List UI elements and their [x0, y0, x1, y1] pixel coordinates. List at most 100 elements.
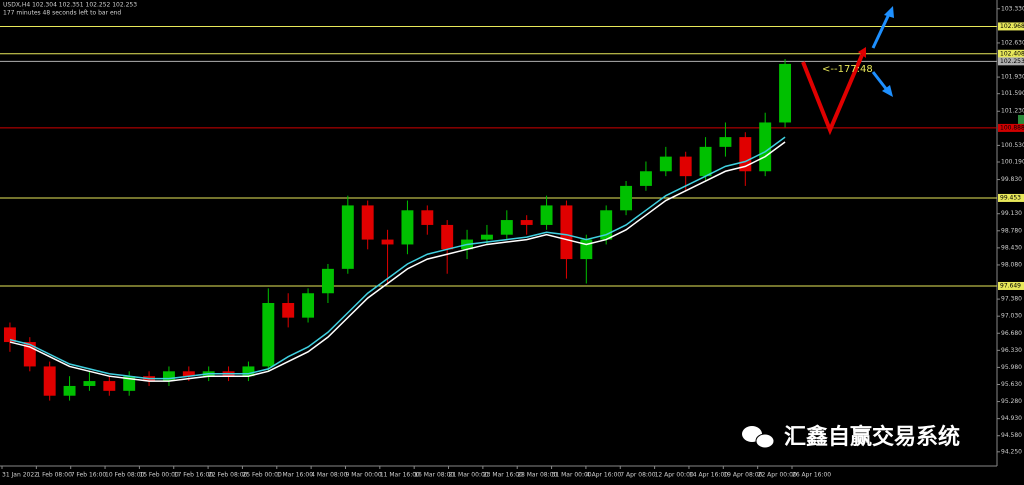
x-tick-label: 7 Feb 16:00	[71, 472, 107, 479]
x-tick-label: 14 Apr 16:00	[689, 472, 728, 479]
candle-body	[242, 366, 255, 377]
x-tick-label: 4 Apr 16:00	[586, 472, 621, 479]
candle-body	[123, 376, 136, 391]
candle-body	[719, 137, 732, 147]
level-label: 102.408	[1000, 50, 1024, 57]
countdown-annotation: <--177:48	[822, 64, 873, 75]
level-label: 102.968	[1000, 23, 1024, 30]
candle-body	[103, 381, 116, 391]
watermark: 汇鑫自赢交易系统	[784, 424, 960, 450]
moving-average	[9, 136, 786, 380]
projection-head	[858, 47, 866, 58]
x-tick-label: 22 Apr 00:00	[758, 472, 797, 479]
y-tick-label: 95.630	[1001, 381, 1022, 388]
side-marker	[1018, 115, 1024, 127]
x-tick-label: 7 Apr 08:00	[620, 472, 655, 479]
x-tick-label: 23 Mar 16:00	[483, 472, 523, 479]
projection-v	[801, 54, 864, 136]
candle-body	[639, 171, 652, 186]
candle-body	[560, 205, 573, 260]
y-tick-label: 97.380	[1001, 296, 1022, 303]
y-tick-label: 94.930	[1001, 415, 1022, 422]
x-tick-label: 11 Mar 16:00	[380, 472, 420, 479]
candle-body	[302, 293, 315, 318]
level-tag	[998, 57, 1024, 66]
level-tag	[998, 123, 1024, 132]
y-tick-label: 94.250	[1001, 448, 1022, 455]
y-tick-label: 97.030	[1001, 313, 1022, 320]
x-tick-label: 17 Feb 16:00	[174, 472, 214, 479]
x-tick-label: 1 Feb 08:00	[36, 472, 72, 479]
candle-body	[83, 381, 96, 386]
y-tick-label: 98.080	[1001, 261, 1022, 268]
y-tick-label: 98.430	[1001, 244, 1022, 251]
candle-body	[182, 371, 195, 377]
candle-body	[381, 239, 394, 245]
candle-body	[779, 63, 792, 123]
y-tick-label: 98.780	[1001, 227, 1022, 234]
symbol-line: USDX,H4 102.304 102.351 102.252 102.253	[3, 2, 137, 9]
level-label: 97.649	[1000, 282, 1021, 289]
x-tick-label: 12 Apr 00:00	[655, 472, 694, 479]
y-tick-label: 103.330	[1001, 5, 1024, 12]
candle-body	[421, 210, 434, 225]
x-tick-label: 9 Mar 00:00	[345, 472, 381, 479]
candle-body	[580, 239, 593, 260]
x-tick-label: 10 Feb 08:00	[105, 472, 145, 479]
x-tick-label: 26 Apr 16:00	[792, 472, 831, 479]
x-tick-label: 28 Mar 08:00	[517, 472, 557, 479]
up-arrow-head	[884, 6, 894, 18]
x-tick-label: 15 Feb 00:00	[139, 472, 179, 479]
y-tick-label: 102.630	[1001, 39, 1024, 46]
up-arrow	[871, 13, 891, 49]
x-tick-label: 4 Mar 08:00	[311, 472, 347, 479]
x-tick-label: 1 Mar 16:00	[277, 472, 313, 479]
candle-body	[520, 220, 533, 225]
candle-body	[480, 234, 493, 240]
candle-body	[401, 210, 414, 245]
level-label: 99.453	[1000, 194, 1021, 201]
y-tick-label: 101.590	[1001, 90, 1024, 97]
moving-average	[9, 141, 786, 382]
level-label: 100.888	[1000, 124, 1024, 131]
candle-body	[540, 205, 553, 225]
candle-body	[282, 303, 295, 318]
candle-body	[3, 327, 16, 343]
y-tick-label: 101.230	[1001, 108, 1024, 115]
down-arrow	[871, 71, 889, 91]
down-arrow-head	[882, 85, 893, 97]
y-tick-label: 100.190	[1001, 158, 1024, 165]
y-tick-label: 101.930	[1001, 74, 1024, 81]
candle-body	[361, 205, 374, 240]
level-tag	[998, 281, 1024, 290]
candle-body	[500, 220, 513, 235]
y-tick-label: 100.530	[1001, 142, 1024, 149]
y-tick-label: 94.580	[1001, 432, 1022, 439]
candle-body	[441, 224, 454, 250]
y-tick-label: 99.130	[1001, 210, 1022, 217]
x-tick-label: 16 Mar 08:00	[414, 472, 454, 479]
candle-body	[600, 210, 613, 240]
watermark-icon	[742, 426, 775, 449]
level-tag	[998, 193, 1024, 202]
candle-body	[699, 146, 712, 177]
y-tick-label: 95.280	[1001, 398, 1022, 405]
candle-body	[739, 137, 752, 172]
x-tick-label: 25 Feb 00:00	[242, 472, 282, 479]
candle-body	[162, 371, 175, 382]
level-tag	[998, 49, 1024, 58]
candle-body	[341, 205, 354, 269]
level-tag	[998, 22, 1024, 31]
candle-body	[679, 156, 692, 177]
candle-body	[659, 156, 672, 172]
y-tick-label: 99.830	[1001, 176, 1022, 183]
bar-timer: 177 minutes 48 seconds left to bar end	[3, 10, 121, 17]
y-tick-label: 96.330	[1001, 347, 1022, 354]
y-tick-label: 96.680	[1001, 330, 1022, 337]
candle-body	[23, 342, 36, 367]
y-tick-label: 95.980	[1001, 364, 1022, 371]
x-tick-label: 31 Jan 2022	[2, 472, 38, 479]
